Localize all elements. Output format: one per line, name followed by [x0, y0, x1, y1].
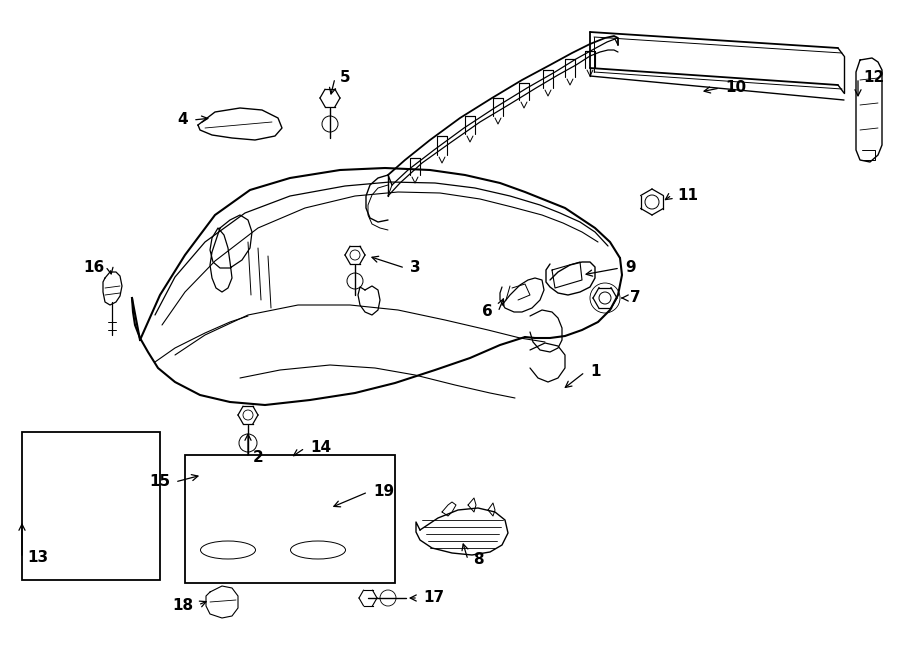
Text: 4: 4 — [177, 112, 188, 128]
Text: 6: 6 — [482, 305, 493, 319]
Ellipse shape — [201, 541, 256, 559]
Text: 8: 8 — [473, 553, 483, 568]
Text: 18: 18 — [172, 598, 193, 613]
Text: 13: 13 — [27, 551, 48, 566]
Text: 17: 17 — [423, 590, 444, 605]
Text: 10: 10 — [725, 81, 746, 95]
Text: 3: 3 — [410, 260, 420, 276]
Text: 15: 15 — [148, 475, 170, 490]
Text: 1: 1 — [590, 364, 600, 379]
Text: 14: 14 — [310, 440, 331, 455]
Text: 9: 9 — [625, 260, 635, 276]
Text: 19: 19 — [373, 485, 394, 500]
Text: 12: 12 — [863, 71, 884, 85]
Text: 16: 16 — [84, 260, 105, 276]
Text: 11: 11 — [677, 188, 698, 202]
Ellipse shape — [291, 541, 346, 559]
FancyBboxPatch shape — [185, 455, 395, 583]
Text: 7: 7 — [630, 290, 641, 305]
FancyBboxPatch shape — [22, 432, 160, 580]
Text: 5: 5 — [340, 71, 351, 85]
Text: 2: 2 — [253, 451, 264, 465]
